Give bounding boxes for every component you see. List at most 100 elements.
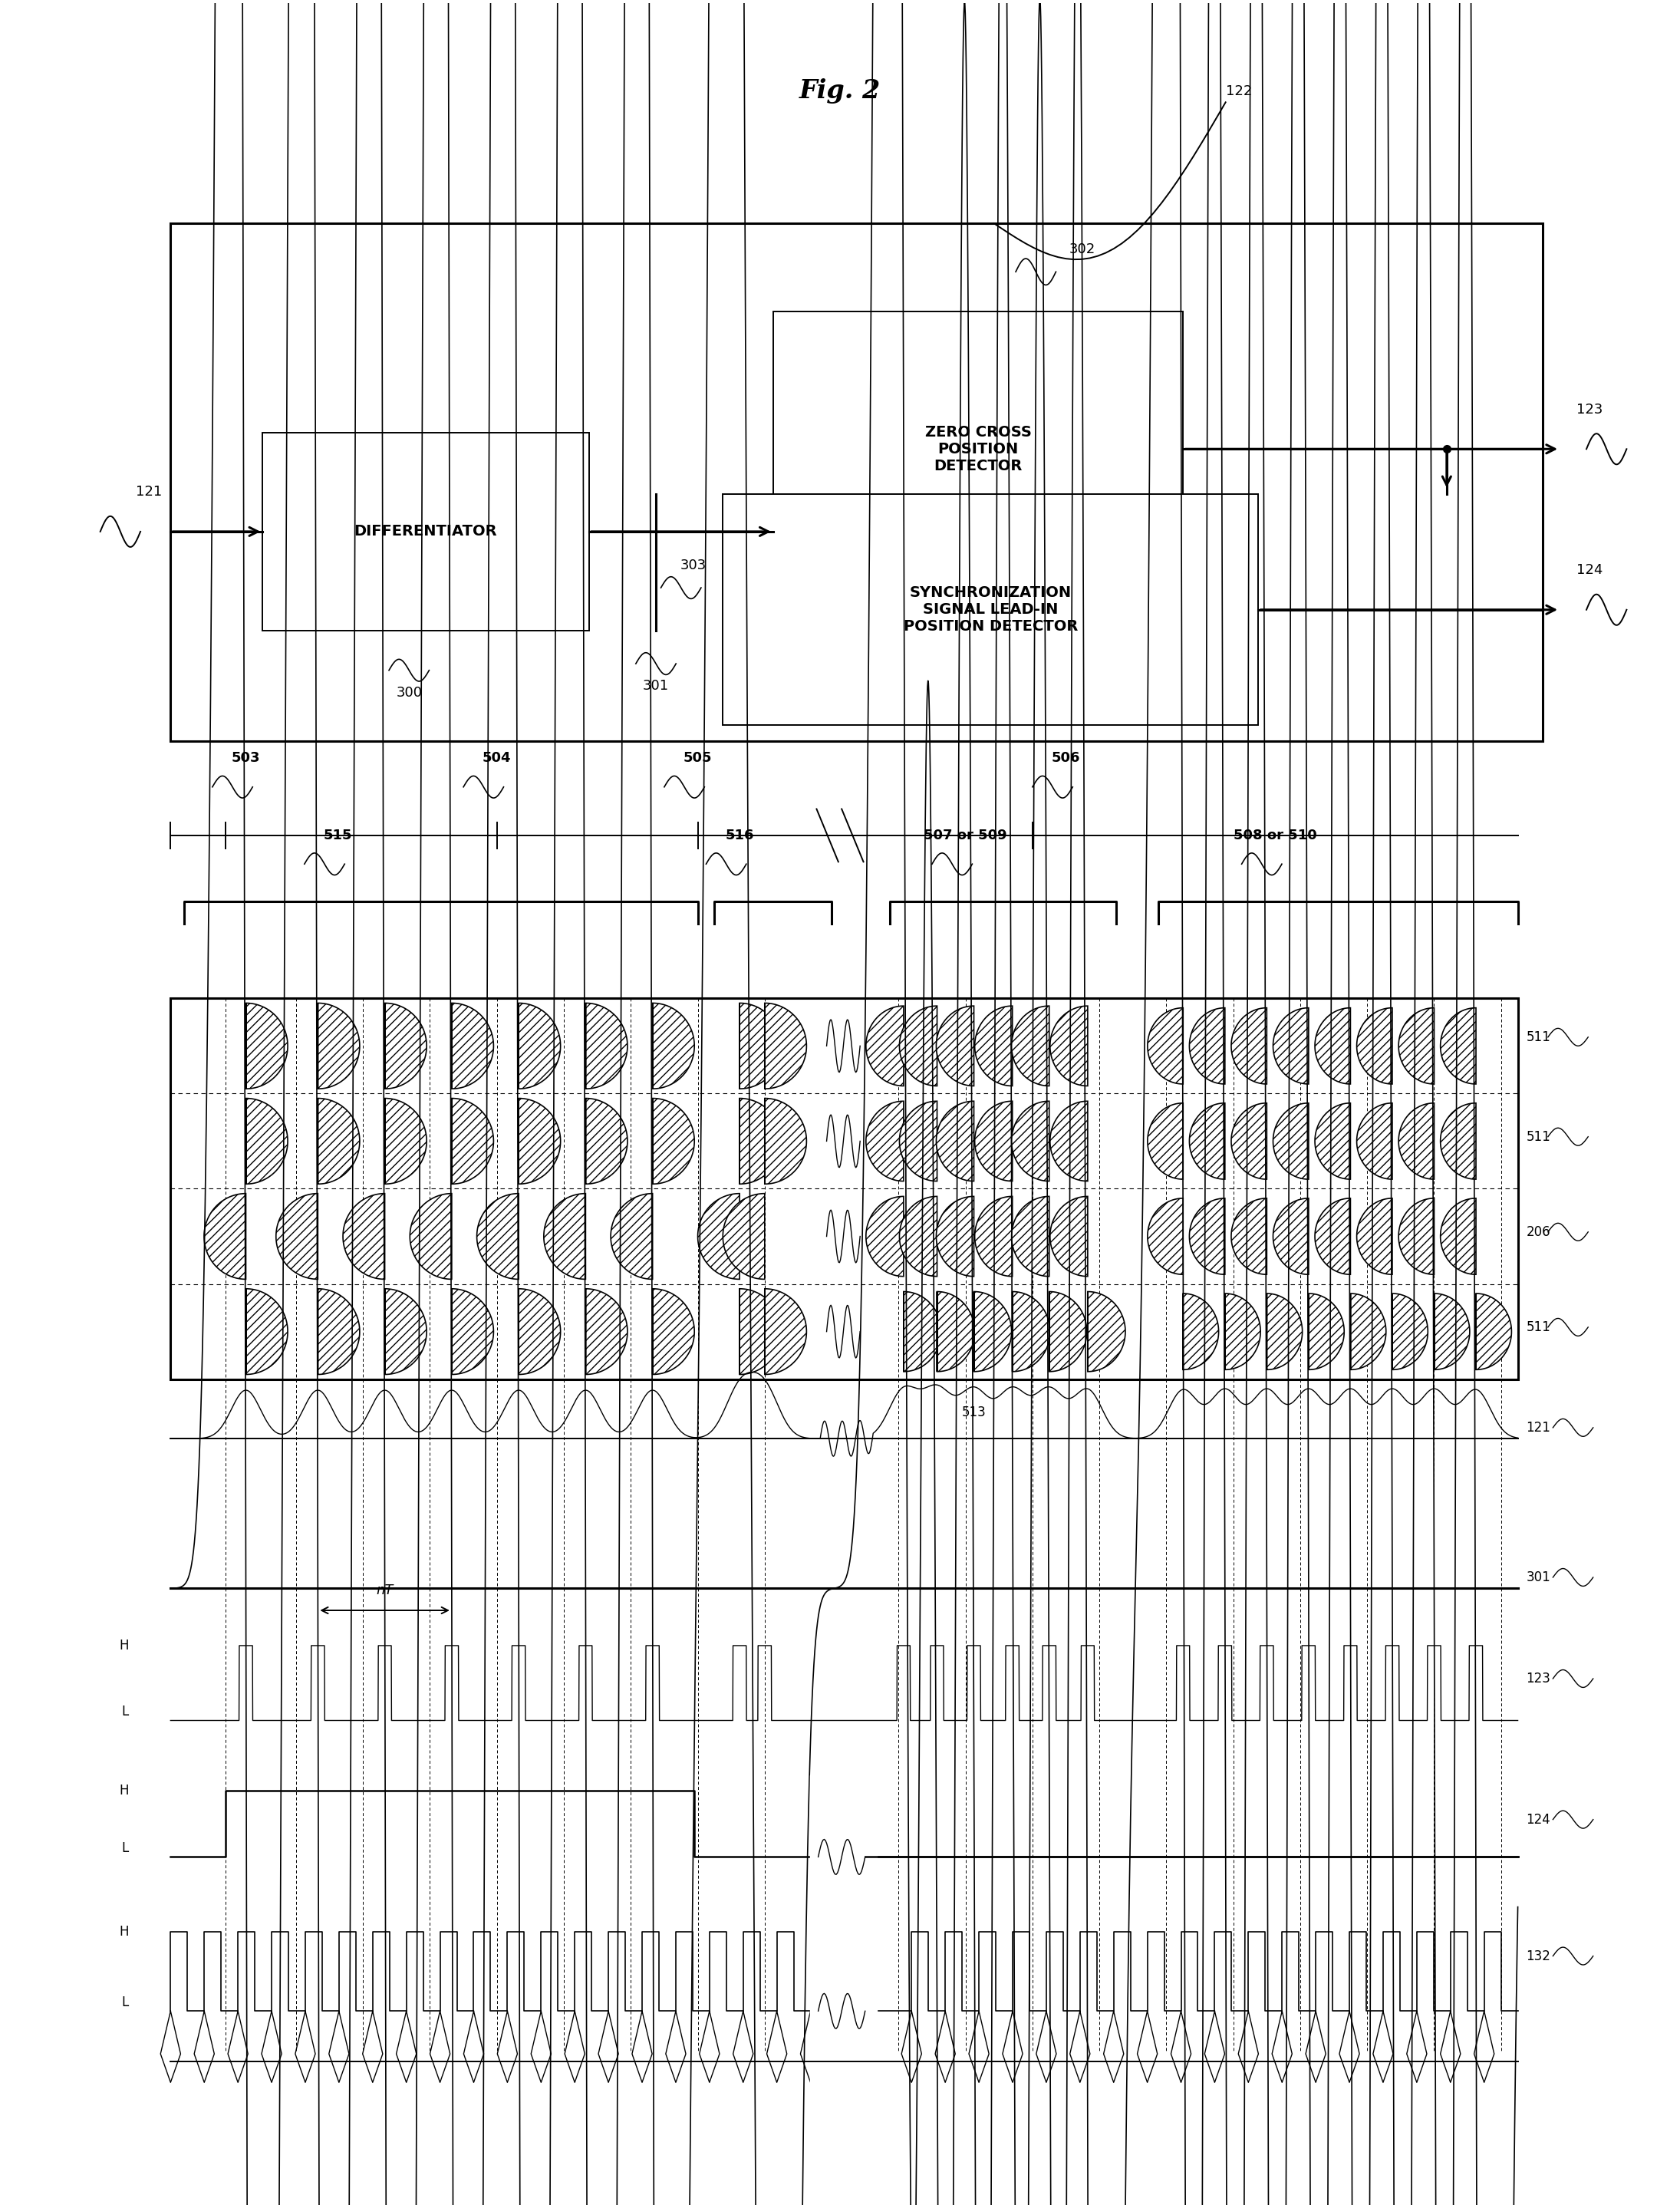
- Polygon shape: [1050, 1292, 1087, 1371]
- Polygon shape: [722, 1195, 764, 1278]
- Polygon shape: [519, 1002, 561, 1089]
- Text: 508 or 510: 508 or 510: [1233, 828, 1317, 841]
- Polygon shape: [1398, 1199, 1435, 1274]
- Text: nT: nT: [376, 1583, 393, 1596]
- Polygon shape: [1357, 1007, 1393, 1084]
- Polygon shape: [519, 1289, 561, 1373]
- Polygon shape: [1147, 1104, 1183, 1179]
- Polygon shape: [1435, 1294, 1470, 1369]
- Polygon shape: [904, 1292, 941, 1371]
- Polygon shape: [697, 1195, 739, 1278]
- Polygon shape: [1440, 1104, 1477, 1179]
- Text: 124: 124: [1576, 563, 1603, 576]
- Polygon shape: [652, 1289, 694, 1373]
- Text: L: L: [121, 1705, 129, 1718]
- Text: 123: 123: [1525, 1671, 1551, 1685]
- Polygon shape: [203, 1195, 245, 1278]
- Text: 121: 121: [136, 486, 163, 499]
- Polygon shape: [1011, 1007, 1050, 1086]
- Polygon shape: [1189, 1104, 1225, 1179]
- Polygon shape: [1440, 1007, 1477, 1084]
- Polygon shape: [586, 1002, 627, 1089]
- Bar: [773, 311, 1183, 587]
- Polygon shape: [1315, 1104, 1351, 1179]
- Polygon shape: [899, 1197, 937, 1276]
- Text: L: L: [121, 1996, 129, 2009]
- Polygon shape: [899, 1102, 937, 1181]
- Text: 301: 301: [1525, 1570, 1551, 1585]
- Polygon shape: [1440, 1199, 1477, 1274]
- Text: H: H: [119, 1925, 129, 1939]
- Polygon shape: [652, 1097, 694, 1183]
- Polygon shape: [452, 1002, 494, 1089]
- Polygon shape: [1357, 1104, 1393, 1179]
- Polygon shape: [612, 1195, 652, 1278]
- Polygon shape: [1189, 1199, 1225, 1274]
- Text: 505: 505: [684, 751, 712, 764]
- Text: 513: 513: [961, 1406, 986, 1420]
- Polygon shape: [1273, 1199, 1309, 1274]
- Polygon shape: [764, 1097, 806, 1183]
- Text: SYNCHRONIZATION
SIGNAL LEAD-IN
POSITION DETECTOR: SYNCHRONIZATION SIGNAL LEAD-IN POSITION …: [904, 585, 1079, 634]
- Text: 516: 516: [726, 828, 754, 841]
- Text: 511: 511: [1525, 1130, 1551, 1144]
- Polygon shape: [385, 1002, 427, 1089]
- Text: 506: 506: [1052, 751, 1080, 764]
- Polygon shape: [1398, 1007, 1435, 1084]
- Text: 503: 503: [232, 751, 260, 764]
- Polygon shape: [477, 1195, 519, 1278]
- Polygon shape: [865, 1102, 904, 1181]
- Polygon shape: [318, 1289, 360, 1373]
- Text: 511: 511: [1525, 1031, 1551, 1044]
- Polygon shape: [974, 1007, 1013, 1086]
- Polygon shape: [452, 1289, 494, 1373]
- Polygon shape: [652, 1002, 694, 1089]
- Polygon shape: [1231, 1007, 1267, 1084]
- Polygon shape: [1315, 1199, 1351, 1274]
- Polygon shape: [1477, 1294, 1512, 1369]
- Text: 507 or 509: 507 or 509: [924, 828, 1008, 841]
- Polygon shape: [936, 1102, 974, 1181]
- Polygon shape: [1231, 1104, 1267, 1179]
- Polygon shape: [385, 1097, 427, 1183]
- Polygon shape: [1011, 1197, 1050, 1276]
- Polygon shape: [1398, 1104, 1435, 1179]
- Polygon shape: [1273, 1104, 1309, 1179]
- Text: 515: 515: [324, 828, 353, 841]
- Polygon shape: [1351, 1294, 1386, 1369]
- Polygon shape: [1225, 1294, 1260, 1369]
- Polygon shape: [1013, 1292, 1050, 1371]
- Polygon shape: [1273, 1007, 1309, 1084]
- Polygon shape: [974, 1292, 1011, 1371]
- Polygon shape: [1147, 1007, 1183, 1084]
- Bar: [722, 495, 1258, 724]
- Text: H: H: [119, 1638, 129, 1652]
- Text: L: L: [121, 1841, 129, 1855]
- Polygon shape: [343, 1195, 385, 1278]
- Polygon shape: [276, 1195, 318, 1278]
- Text: 302: 302: [1068, 243, 1095, 256]
- Polygon shape: [1011, 1102, 1050, 1181]
- Text: 301: 301: [643, 680, 669, 693]
- Text: 124: 124: [1525, 1813, 1551, 1826]
- Polygon shape: [1393, 1294, 1428, 1369]
- Text: ZERO CROSS
POSITION
DETECTOR: ZERO CROSS POSITION DETECTOR: [924, 424, 1032, 473]
- Polygon shape: [318, 1002, 360, 1089]
- Polygon shape: [1231, 1199, 1267, 1274]
- Polygon shape: [1147, 1199, 1183, 1274]
- Bar: [171, 223, 1542, 740]
- Polygon shape: [1050, 1007, 1087, 1086]
- Polygon shape: [519, 1097, 561, 1183]
- Bar: [262, 433, 590, 631]
- Text: Fig. 2: Fig. 2: [800, 79, 880, 104]
- Polygon shape: [865, 1007, 904, 1086]
- Bar: [171, 998, 1517, 1380]
- Polygon shape: [452, 1097, 494, 1183]
- Polygon shape: [544, 1195, 586, 1278]
- Polygon shape: [1309, 1294, 1344, 1369]
- Polygon shape: [385, 1289, 427, 1373]
- Polygon shape: [1267, 1294, 1302, 1369]
- Polygon shape: [764, 1289, 806, 1373]
- Polygon shape: [410, 1195, 452, 1278]
- Polygon shape: [974, 1197, 1013, 1276]
